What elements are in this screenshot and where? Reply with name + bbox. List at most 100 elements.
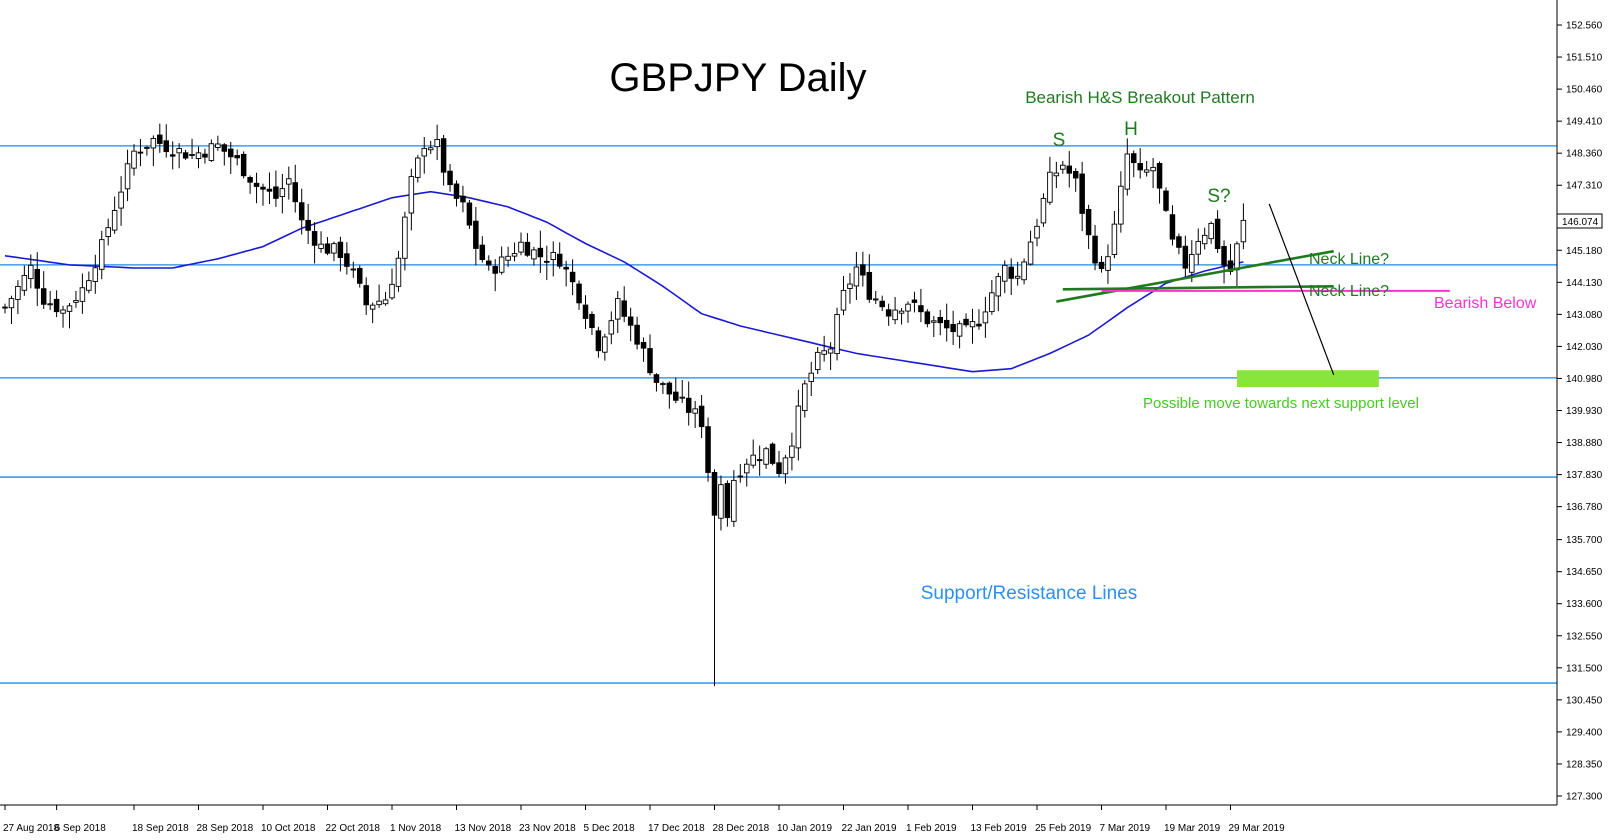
candle [976, 309, 982, 330]
candle [621, 286, 627, 323]
candle-body [814, 351, 821, 371]
candle [685, 381, 692, 426]
candle [453, 180, 460, 207]
candle [666, 381, 673, 409]
candle-body [821, 350, 827, 355]
candle-body [331, 243, 337, 254]
candle-body [847, 283, 853, 289]
candle-body [808, 372, 815, 382]
candle [776, 451, 782, 478]
price-tick-label: 150.460 [1566, 85, 1603, 96]
price-tick-label: 128.350 [1566, 759, 1603, 770]
candle [763, 446, 769, 469]
candle [705, 417, 711, 482]
candle-body [234, 155, 240, 159]
candle [634, 316, 640, 350]
candle [227, 141, 234, 174]
candle-body [460, 195, 466, 203]
candle-body [163, 140, 169, 153]
candle-body [550, 252, 557, 260]
date-tick-label: 10 Jan 2019 [777, 823, 832, 834]
candle [595, 326, 602, 358]
candle-body [318, 243, 324, 249]
candle [537, 230, 544, 273]
candle-body [789, 445, 795, 458]
candle [1214, 210, 1221, 254]
candle-body [208, 143, 215, 161]
candle [731, 470, 737, 527]
candle [357, 265, 363, 288]
candle-body [969, 321, 976, 328]
candle [47, 290, 53, 311]
bearish-below-label: Bearish Below [1434, 295, 1537, 312]
candle-body [111, 210, 118, 231]
chart-title: GBPJPY Daily [609, 56, 866, 100]
candle-body [357, 267, 363, 284]
candlesticks [2, 123, 1247, 687]
candle [2, 303, 8, 314]
candle [318, 231, 324, 253]
date-tick-label: 18 Sep 2018 [132, 823, 189, 834]
candle [1085, 204, 1092, 249]
candle-body [440, 138, 447, 173]
candle [369, 302, 376, 324]
candle [524, 233, 531, 257]
candle-body [1240, 219, 1247, 243]
current-price-marker: 146.074 [1556, 213, 1603, 229]
candle-body [466, 202, 473, 226]
candle-body [157, 134, 163, 144]
candle [660, 381, 666, 394]
candle [724, 480, 731, 527]
candle-body [1085, 209, 1092, 236]
candle-body [718, 484, 724, 519]
candle-body [92, 267, 99, 282]
candle [860, 251, 866, 287]
candle-body [763, 448, 769, 465]
candle [1208, 221, 1214, 244]
candle-body [1189, 254, 1195, 273]
candle [911, 291, 918, 313]
candle-body [1034, 225, 1040, 239]
price-tick-label: 139.930 [1566, 406, 1603, 417]
candle [711, 469, 718, 687]
candle-body [473, 220, 479, 249]
candle [1066, 151, 1072, 188]
candle [795, 389, 802, 461]
neck-line-label-lower: Neck Line? [1309, 283, 1389, 300]
candle-body [2, 306, 8, 309]
candle [1240, 203, 1247, 250]
candle [202, 148, 208, 164]
candle [885, 303, 892, 326]
candle-body [1195, 240, 1201, 255]
candle [627, 307, 634, 342]
candle-body [479, 244, 486, 261]
candle-body [247, 177, 253, 183]
candle-body [389, 283, 395, 299]
candle-body [879, 300, 885, 308]
candle [892, 297, 898, 325]
candle [995, 272, 1002, 312]
candle-body [1047, 171, 1053, 203]
candle-body [202, 153, 208, 158]
candle [608, 311, 615, 345]
candle-body [692, 408, 698, 414]
candle-body [176, 148, 182, 154]
candle [943, 303, 950, 342]
candle-body [905, 303, 911, 312]
candle-body [911, 299, 918, 303]
candle-body [86, 280, 92, 291]
candle [298, 188, 305, 235]
price-tick-label: 133.600 [1566, 599, 1603, 610]
candle-body [1079, 173, 1085, 214]
candle-body [982, 311, 989, 324]
candle [1124, 138, 1131, 196]
candle [898, 308, 905, 325]
candle [486, 255, 492, 271]
candle [131, 144, 137, 176]
pattern-overlays [1056, 203, 1450, 387]
candle-body [744, 463, 750, 474]
current-price-label: 146.074 [1562, 217, 1599, 228]
neck-line-1 [1062, 284, 1334, 291]
candle [395, 250, 402, 292]
